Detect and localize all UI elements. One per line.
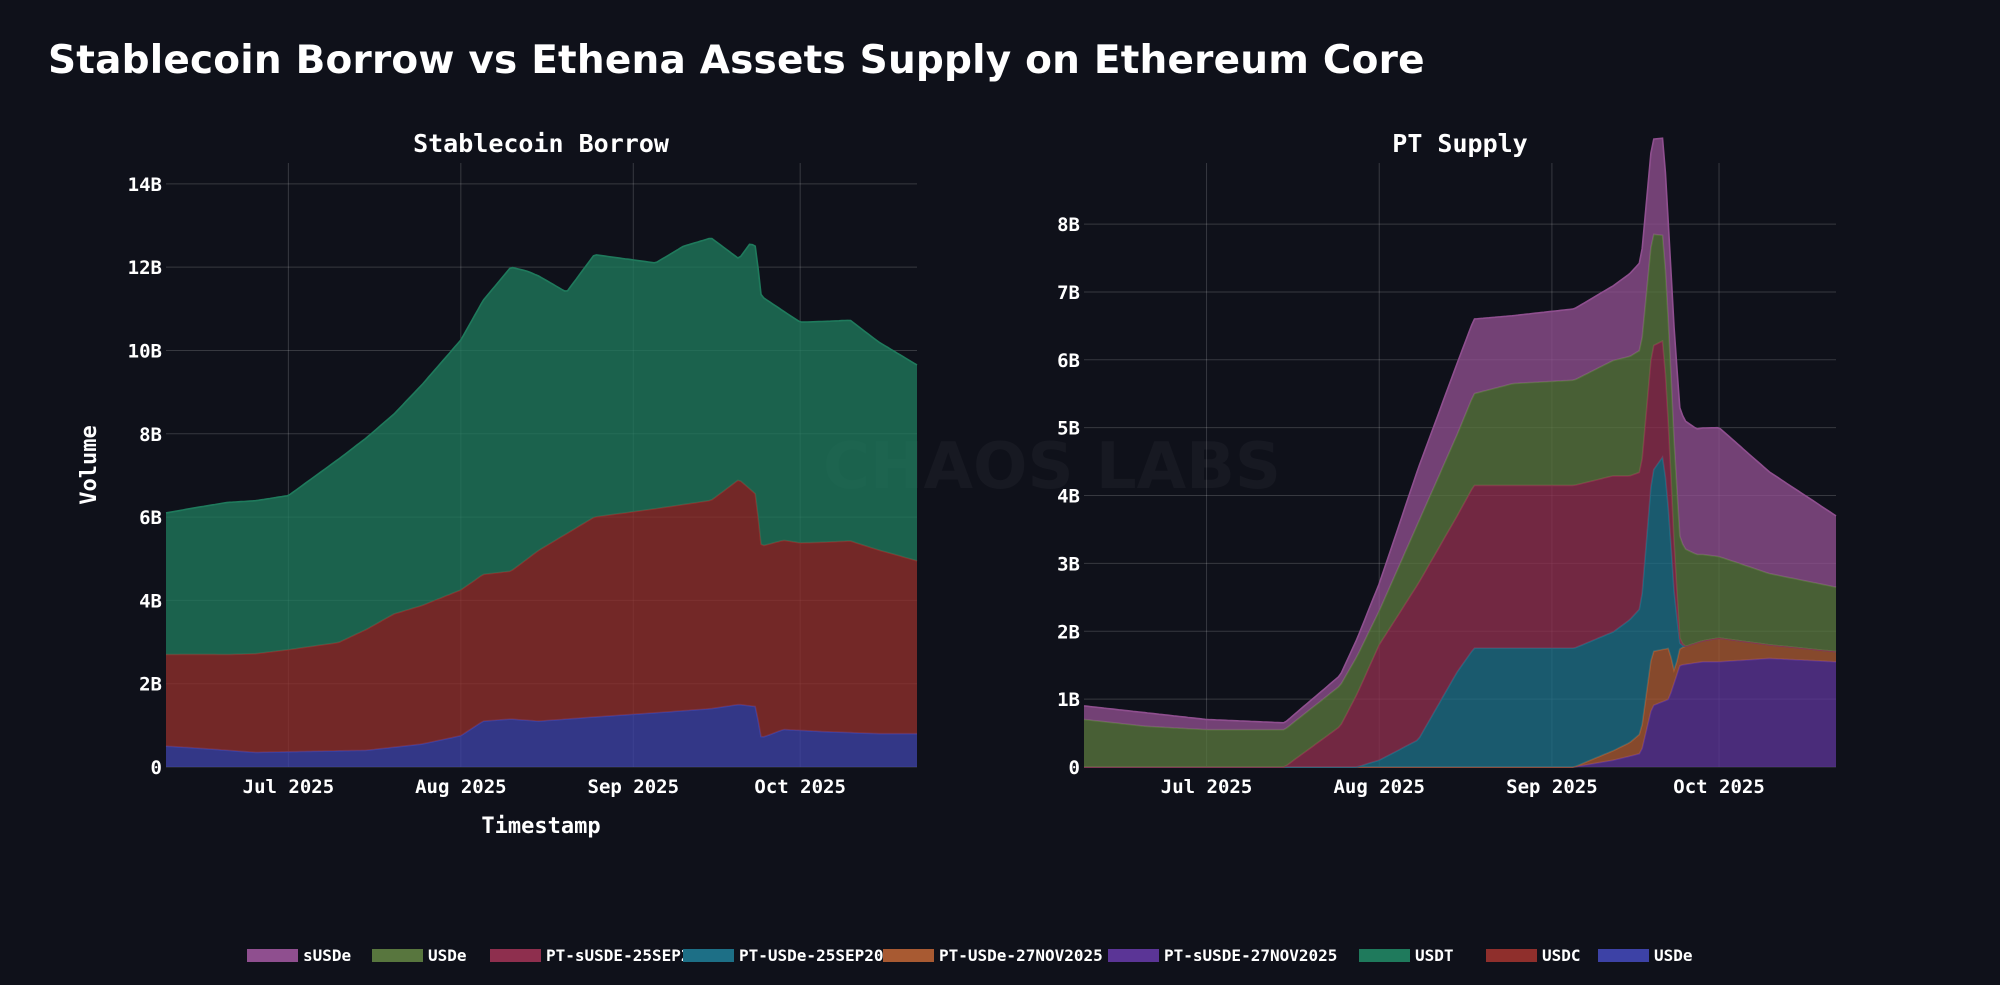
borrow-y-tick-label: 8B [139, 424, 162, 446]
borrow-area-usdc [166, 480, 917, 753]
pt-supply-y-tick-label: 3B [1057, 553, 1080, 575]
pt-supply-y-tick-label: 1B [1057, 689, 1080, 711]
pt-supply-x-tick-label: Oct 2025 [1673, 776, 1765, 798]
legend-label: USDe [428, 946, 467, 965]
legend-label: PT-USDe-25SEP2025 [739, 946, 903, 965]
pt-supply-x-tick-label: Aug 2025 [1333, 776, 1425, 798]
legend-item-susde[interactable]: sUSDe [247, 946, 351, 965]
pt-supply-area-pt-usde-25sep2025 [1084, 457, 1836, 767]
legend-swatch [683, 949, 734, 962]
legend-swatch [1359, 949, 1410, 962]
pt-supply-y-tick-label: 6B [1057, 350, 1080, 372]
legend-item-usdt[interactable]: USDT [1359, 946, 1454, 965]
borrow-x-tick-label: Oct 2025 [754, 776, 846, 798]
y-axis-label: Volume [77, 425, 102, 504]
legend-swatch [1486, 949, 1537, 962]
pt-supply-y-tick-label: 8B [1057, 214, 1080, 236]
borrow-line-usdt [165, 237, 918, 514]
legend-swatch [490, 949, 541, 962]
legend-label: sUSDe [303, 946, 351, 965]
pt-supply-area-pt-susde-25sep2025 [1084, 341, 1836, 767]
legend-label: PT-USDe-27NOV2025 [939, 946, 1103, 965]
borrow-y-tick-label: 10B [128, 340, 162, 362]
legend-swatch [372, 949, 423, 962]
borrow-y-tick-label: 6B [139, 507, 162, 529]
panel-pt-supply: PT Supply 0 1B 2B 3B 4B 5B 6B 7B 8B Jul 2025 Aug … [1057, 129, 1837, 798]
legend-item-pt-susde-27nov2025[interactable]: PT-sUSDE-27NOV2025 [1108, 946, 1337, 965]
borrow-y-tick-label: 0 [151, 757, 162, 779]
pt-supply-area-pt-susde-27nov2025 [1084, 658, 1836, 767]
legend-item-pt-susde-25sep2025[interactable]: PT-sUSDE-25SEP2025 [490, 946, 719, 965]
page-title: Stablecoin Borrow vs Ethena Assets Suppl… [48, 38, 1425, 83]
pt-supply-y-tick-label: 7B [1057, 282, 1080, 304]
legend: sUSDe USDe PT-sUSDE-25SEP2025 PT-USDe-25SEP… [247, 946, 1693, 965]
y-ticks-borrow: 0 2B 4B 6B 8B 10B 12B 14B [128, 174, 162, 779]
borrow-x-tick-label: Sep 2025 [588, 776, 680, 798]
legend-item-usde[interactable]: USDe [372, 946, 467, 965]
areas-pt-supply [1083, 137, 1837, 768]
legend-swatch [247, 949, 298, 962]
borrow-y-tick-label: 4B [139, 590, 162, 612]
pt-supply-y-tick-label: 2B [1057, 621, 1080, 643]
legend-label: PT-sUSDE-25SEP2025 [546, 946, 719, 965]
borrow-y-tick-label: 12B [128, 257, 162, 279]
legend-label: USDT [1415, 946, 1454, 965]
borrow-y-tick-label: 14B [128, 174, 162, 196]
panel-stablecoin-borrow: Stablecoin Borrow 0 2B 4B 6B 8B 10B 12B 14B Jul… [77, 129, 918, 839]
legend-swatch [1108, 949, 1159, 962]
pt-supply-area-pt-usde-27nov2025 [1084, 638, 1836, 767]
legend-item-pt-usde-27nov2025[interactable]: PT-USDe-27NOV2025 [883, 946, 1103, 965]
pt-supply-area-susde [1084, 138, 1836, 730]
x-ticks-borrow: Jul 2025 Aug 2025 Sep 2025 Oct 2025 [243, 776, 846, 798]
legend-swatch [883, 949, 934, 962]
borrow-x-tick-label: Aug 2025 [415, 776, 507, 798]
y-ticks-pt-supply: 0 1B 2B 3B 4B 5B 6B 7B 8B [1057, 214, 1080, 779]
pt-supply-x-tick-label: Jul 2025 [1161, 776, 1253, 798]
panel-title-borrow: Stablecoin Borrow [413, 129, 670, 158]
legend-swatch [1598, 949, 1649, 962]
pt-supply-x-tick-label: Sep 2025 [1506, 776, 1598, 798]
borrow-area-usde [166, 704, 917, 767]
legend-label: USDe [1654, 946, 1693, 965]
borrow-x-tick-label: Jul 2025 [243, 776, 335, 798]
legend-label: USDC [1542, 946, 1581, 965]
pt-supply-area-usde [1084, 234, 1836, 767]
legend-label: PT-sUSDE-27NOV2025 [1164, 946, 1337, 965]
pt-supply-y-tick-label: 4B [1057, 486, 1080, 508]
legend-item-pt-usde-25sep2025[interactable]: PT-USDe-25SEP2025 [683, 946, 903, 965]
pt-supply-line-susde [1083, 137, 1837, 724]
x-axis-label: Timestamp [481, 814, 600, 839]
pt-supply-y-tick-label: 5B [1057, 418, 1080, 440]
borrow-y-tick-label: 2B [139, 674, 162, 696]
pt-supply-y-tick-label: 0 [1069, 757, 1080, 779]
legend-item-usdc[interactable]: USDC [1486, 946, 1581, 965]
x-ticks-pt-supply: Jul 2025 Aug 2025 Sep 2025 Oct 2025 [1161, 776, 1765, 798]
legend-item-usde[interactable]: USDe [1598, 946, 1693, 965]
borrow-area-usdt [166, 238, 917, 655]
areas-borrow [165, 237, 918, 767]
panel-title-pt-supply: PT Supply [1392, 129, 1527, 158]
